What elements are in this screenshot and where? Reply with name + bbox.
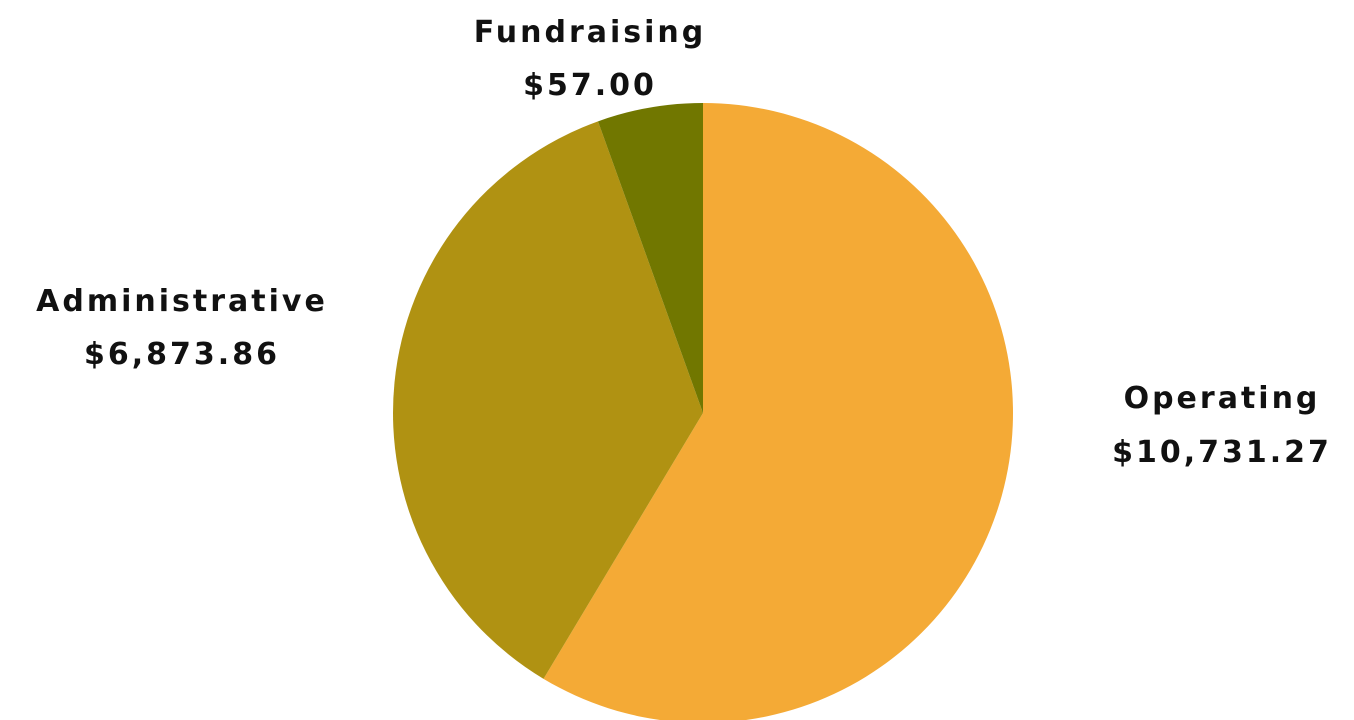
pie-slice-operating [543,103,1013,720]
pie-slice-fundraising [597,103,703,413]
slice-label-value-administrative: $6,873.86 [84,337,280,372]
label-administrative: Administrative $6,873.86 [36,284,328,372]
slice-label-name-fundraising: Fundraising [474,15,706,50]
pie-slice-administrative [393,121,703,679]
slice-label-name-administrative: Administrative [36,284,328,319]
slice-label-name-operating: Operating [1124,381,1321,416]
pie-slices [393,103,1013,720]
label-fundraising: Fundraising $57.00 [474,15,706,103]
slice-label-value-fundraising: $57.00 [523,68,657,103]
label-operating: Operating $10,731.27 [1112,381,1332,470]
slice-label-value-operating: $10,731.27 [1112,435,1332,470]
